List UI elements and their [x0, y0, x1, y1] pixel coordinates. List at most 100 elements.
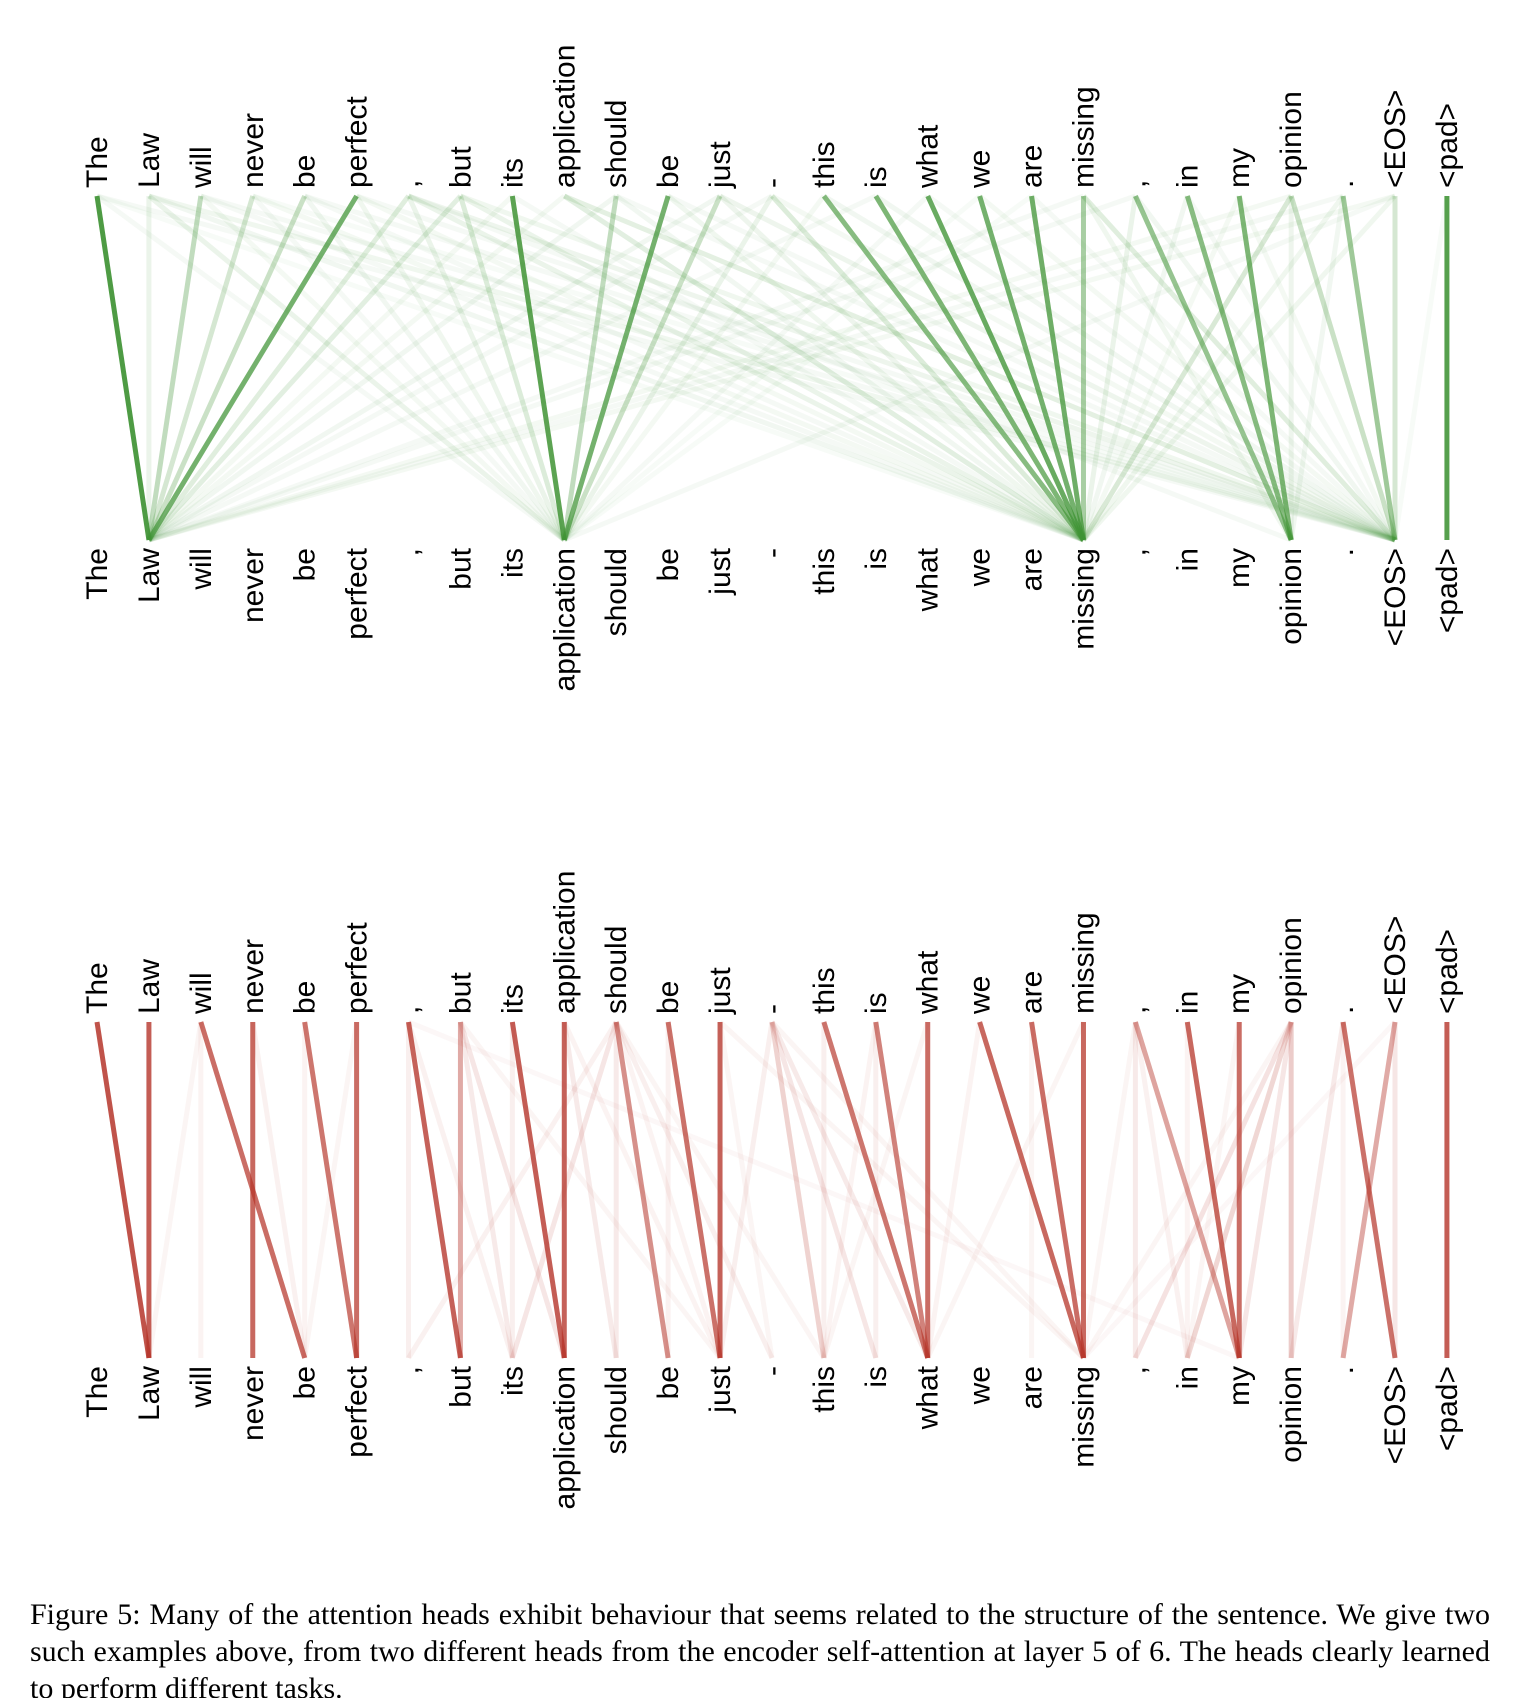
attention-edge	[562, 194, 723, 542]
attention-edge	[1185, 194, 1398, 542]
token-label-top: ,	[393, 1006, 426, 1014]
attention-edge	[613, 1021, 671, 1359]
token-label-bottom: application	[548, 1366, 581, 1509]
token-label-top: The	[81, 962, 114, 1014]
token-label-bottom: but	[444, 1365, 477, 1407]
attention-edge	[95, 193, 566, 543]
attention-edge	[977, 195, 1086, 541]
attention-edge	[250, 194, 567, 542]
token-label-bottom: is	[860, 548, 893, 570]
token-label-top: ,	[1119, 1006, 1152, 1014]
attention-edge	[873, 1021, 931, 1359]
token-label-bottom: perfect	[341, 1365, 374, 1457]
attention-edge	[1081, 1021, 1138, 1359]
token-label-bottom: <EOS>	[1379, 1366, 1412, 1464]
token-label-top: we	[964, 150, 997, 189]
attention-edge	[302, 1021, 360, 1359]
attention-edge	[561, 1021, 619, 1359]
token-label-top: .	[1327, 1006, 1360, 1014]
attention-edge	[769, 1020, 930, 1360]
attention-edge	[147, 193, 618, 543]
attention-edge	[146, 1021, 204, 1359]
token-label-bottom: its	[496, 1366, 529, 1396]
token-label-bottom: we	[964, 1366, 997, 1405]
attention-edge	[94, 1021, 152, 1359]
attention-edge	[718, 194, 1086, 542]
token-label-bottom: -	[756, 548, 789, 558]
attention-heads-plot: TheTheLawLawwillwillneverneverbebeperfec…	[81, 45, 1464, 1510]
attention-edge	[1392, 195, 1450, 541]
attention-edge	[613, 1021, 723, 1359]
token-label-top: perfect	[341, 96, 374, 188]
token-label-bottom: in	[1171, 1366, 1204, 1389]
attention-edge	[1029, 1021, 1086, 1359]
attention-edge	[665, 1021, 723, 1359]
attention-edge	[874, 193, 1397, 543]
token-label-top: -	[756, 178, 789, 188]
attention-edge	[458, 195, 567, 541]
token-label-bottom: Law	[133, 1366, 166, 1421]
token-label-bottom: in	[1171, 548, 1204, 571]
token-label-top: Law	[133, 133, 166, 188]
token-label-top: missing	[1067, 912, 1100, 1014]
token-label-bottom: are	[1016, 548, 1049, 591]
attention-edge	[148, 193, 1137, 543]
attention-edge	[355, 193, 1085, 543]
token-label-top: The	[81, 136, 114, 188]
token-label-top: but	[444, 146, 477, 188]
attention-edge	[147, 194, 566, 542]
token-label-top: application	[548, 45, 581, 188]
token-label-bottom: we	[964, 548, 997, 587]
token-label-top: opinion	[1275, 917, 1308, 1014]
token-label-bottom: be	[289, 548, 322, 581]
token-label-top: be	[652, 155, 685, 188]
attention-edge	[148, 193, 1396, 543]
attention-edge	[509, 195, 567, 541]
token-label-bottom: -	[756, 1366, 789, 1376]
attention-edge	[1081, 194, 1294, 542]
attention-edge	[303, 193, 1396, 543]
token-label-bottom: should	[600, 1366, 633, 1454]
attention-edge	[977, 1021, 1086, 1359]
token-label-bottom: my	[1223, 1366, 1256, 1406]
attention-edge	[1340, 195, 1398, 541]
token-label-top: be	[289, 155, 322, 188]
token-label-top: never	[237, 113, 270, 188]
token-label-top: ,	[393, 180, 426, 188]
attention-edge	[146, 194, 411, 542]
token-label-top: is	[860, 992, 893, 1014]
attention-edge	[821, 1021, 879, 1359]
attention-edge	[873, 194, 1086, 542]
attention-edge	[407, 193, 1396, 543]
attention-edge	[146, 194, 307, 542]
attention-edge	[769, 1021, 827, 1359]
token-label-bottom: Law	[133, 548, 166, 603]
token-label-bottom: its	[496, 548, 529, 578]
attention-edge	[562, 194, 826, 542]
token-label-top: my	[1223, 148, 1256, 188]
attention-edge	[1132, 1021, 1190, 1359]
attention-edge	[200, 193, 1396, 543]
token-label-bottom: will	[185, 1366, 218, 1409]
token-label-bottom: opinion	[1275, 1366, 1308, 1463]
figure-caption: Figure 5: Many of the attention heads ex…	[30, 1598, 1490, 1698]
token-label-bottom: should	[600, 548, 633, 636]
attention-edge	[925, 194, 1086, 542]
token-label-bottom: will	[185, 548, 218, 591]
token-label-top: what	[912, 950, 945, 1015]
attention-edge	[1236, 1021, 1294, 1359]
token-label-top: never	[237, 939, 270, 1014]
token-label-top: is	[860, 166, 893, 188]
token-label-bottom: my	[1223, 548, 1256, 588]
attention-edge	[1288, 195, 1346, 541]
attention-edge	[717, 1021, 775, 1359]
attention-edge	[148, 193, 1396, 543]
attention-edge	[458, 1020, 723, 1360]
attention-edge	[199, 193, 1085, 543]
token-label-top: this	[808, 141, 841, 188]
attention-edge	[147, 194, 515, 542]
attention-edge	[1081, 1020, 1294, 1360]
token-label-bottom: The	[81, 1366, 114, 1418]
token-label-top: are	[1016, 971, 1049, 1014]
